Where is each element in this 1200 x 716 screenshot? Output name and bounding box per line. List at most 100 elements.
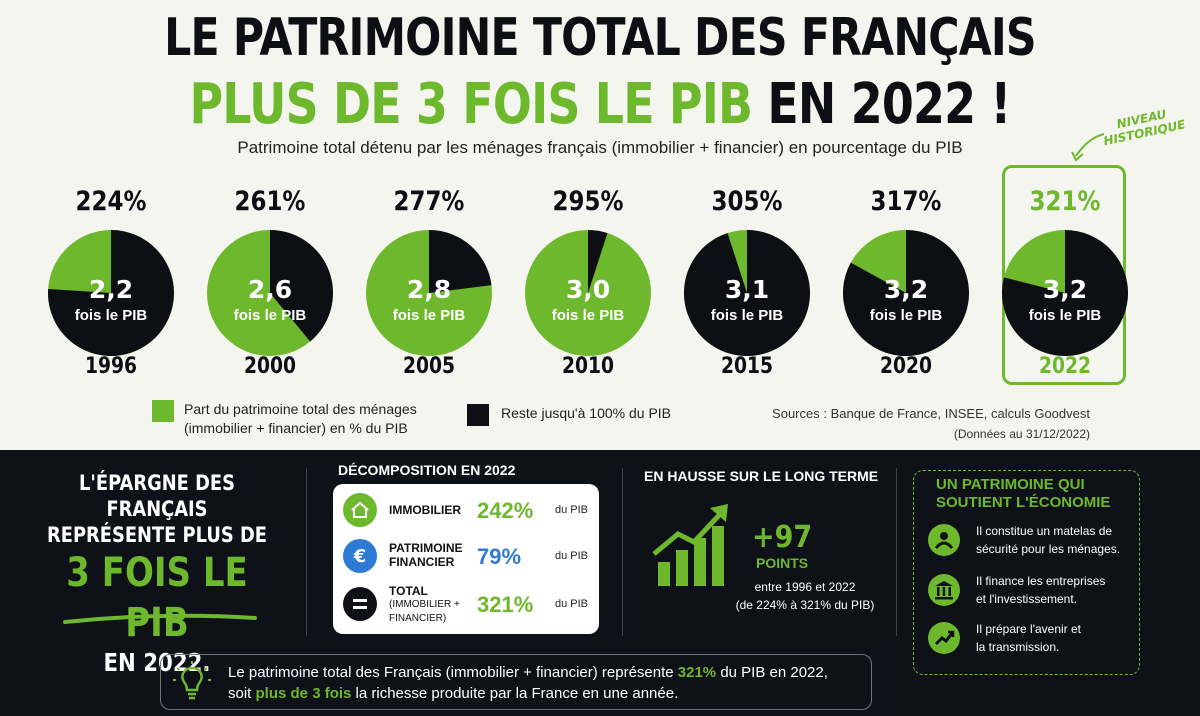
info-t5: plus de 3 fois <box>255 685 352 702</box>
pie-percent-label: 305% <box>712 185 783 216</box>
bank-icon <box>928 574 960 606</box>
decomp-label: IMMOBILIER <box>389 503 461 517</box>
long-term-value: +97 <box>752 520 813 555</box>
pie-times-label: 2,8 <box>407 275 451 304</box>
pie-chart-row: 224% 2,2 fois le PIB 1996 261% 2,6 fois le PIB… <box>47 185 1129 379</box>
pie-times-label: 3,2 <box>884 275 928 304</box>
pie-times-label: 3,2 <box>1043 275 1087 304</box>
decomp-label-line3: FINANCIER) <box>389 613 447 624</box>
decomp-row-financier: € PATRIMOINE FINANCIER 79% du PIB <box>343 536 593 576</box>
euro-icon: € <box>343 539 377 573</box>
economy-item-text: Il finance les entreprises et l'investis… <box>976 572 1136 608</box>
info-box <box>160 654 872 710</box>
pie-unit-label: fois le PIB <box>75 307 148 324</box>
underline-stroke-icon <box>63 613 257 624</box>
pie-unit-label: fois le PIB <box>711 307 784 324</box>
economy-item-2: Il finance les entreprises et l'investis… <box>928 572 1133 616</box>
economy-item-line1: Il finance les entreprises <box>976 574 1106 588</box>
main-title: LE PATRIMOINE TOTAL DES FRANÇAIS <box>164 8 1036 68</box>
decomposition-card: IMMOBILIER 242% du PIB € PATRIMOINE FINA… <box>333 484 599 634</box>
info-t6: la richesse produite par la France en un… <box>351 685 679 702</box>
decomp-value: 242% <box>477 498 534 523</box>
economy-item-line2: sécurité pour les ménages. <box>976 542 1121 556</box>
rising-bars-icon <box>652 504 728 586</box>
decomp-label-line1: TOTAL <box>389 584 428 598</box>
growth-icon <box>928 622 960 654</box>
decomp-label-line1: PATRIMOINE <box>389 541 463 555</box>
info-line2: soit plus de 3 fois la richesse produite… <box>228 683 868 704</box>
pie-percent-label: 317% <box>871 185 942 216</box>
pie-slice-dark <box>429 230 492 293</box>
economy-item-line2: et l'investissement. <box>976 592 1077 606</box>
economy-item-text: Il constitue un matelas de sécurité pour… <box>976 522 1136 558</box>
economy-title-line1: UN PATRIMOINE QUI <box>936 476 1085 493</box>
pie-year-label: 2020 <box>880 353 932 379</box>
decomp-label: TOTAL (IMMOBILIER + FINANCIER) <box>389 584 460 626</box>
equals-icon <box>343 587 377 621</box>
people-shield-icon <box>928 524 960 556</box>
pie-slice-dark <box>683 230 810 356</box>
legend-green-swatch <box>152 400 174 422</box>
pie-unit-label: fois le PIB <box>1029 307 1102 324</box>
lightbulb-icon <box>173 661 211 700</box>
legend-dark-swatch <box>467 404 489 426</box>
pie-slice-dark <box>588 230 608 293</box>
curved-arrow-icon <box>1071 133 1105 162</box>
pie-unit-label: fois le PIB <box>393 307 466 324</box>
decomp-row-immobilier: IMMOBILIER 242% du PIB <box>343 490 593 530</box>
economy-item-3: Il prépare l'avenir et la transmission. <box>928 620 1133 664</box>
pie-slice-dark <box>270 230 333 342</box>
decomp-label-line2: FINANCIER <box>389 555 455 569</box>
info-t4: soit <box>228 685 256 702</box>
decomp-label: PATRIMOINE FINANCIER <box>389 541 463 569</box>
pie-percent-label: 261% <box>235 185 306 216</box>
economy-item-1: Il constitue un matelas de sécurité pour… <box>928 522 1133 566</box>
separator-3 <box>896 468 897 636</box>
long-term-title: EN HAUSSE SUR LE LONG TERME <box>644 468 879 484</box>
economy-item-line1: Il constitue un matelas de <box>976 524 1113 538</box>
title-highlight: PLUS DE 3 FOIS LE PIB <box>189 72 753 137</box>
decomp-unit: du PIB <box>555 550 589 562</box>
pie-slice-dark <box>1002 230 1129 356</box>
legend-dark: Reste jusqu'à 100% du PIB <box>467 404 727 426</box>
sources-date: (Données au 31/12/2022) <box>953 427 1090 441</box>
pie-times-label: 3,0 <box>566 275 610 304</box>
decomposition-title: DÉCOMPOSITION EN 2022 <box>338 462 516 478</box>
savings-line1: L'ÉPARGNE DES FRANÇAIS <box>79 471 235 521</box>
pie-percent-label: 295% <box>553 185 624 216</box>
legend-dark-label: Reste jusqu'à 100% du PIB <box>501 405 672 421</box>
pie-year-label: 2000 <box>244 353 296 379</box>
decomp-value: 321% <box>477 592 534 617</box>
savings-headline: L'ÉPARGNE DES FRANÇAIS REPRÉSENTE PLUS D… <box>22 470 292 678</box>
chart-subtitle: Patrimoine total détenu par les ménages … <box>237 138 963 157</box>
title-year: EN 2022 ! <box>752 72 1011 137</box>
economy-item-line2: la transmission. <box>976 640 1060 654</box>
separator-2 <box>622 468 623 636</box>
house-icon <box>343 493 377 527</box>
pie-year-label: 1996 <box>85 353 137 379</box>
economy-title-line2: SOUTIENT L'ÉCONOMIE <box>936 494 1111 511</box>
pie-percent-label: 277% <box>394 185 465 216</box>
pie-unit-label: fois le PIB <box>552 307 625 324</box>
economy-support-box <box>913 470 1140 675</box>
pie-unit-label: fois le PIB <box>870 307 943 324</box>
savings-big: 3 FOIS LE PIB <box>66 550 248 646</box>
pie-percent-label: 321% <box>1030 185 1101 216</box>
pie-year-label: 2005 <box>403 353 455 379</box>
economy-item-line1: Il prépare l'avenir et <box>976 622 1082 636</box>
decomp-row-total: TOTAL (IMMOBILIER + FINANCIER) 321% du P… <box>343 584 593 624</box>
info-t3: du PIB en 2022, <box>716 664 828 681</box>
long-term-desc1: entre 1996 et 2022 <box>754 580 856 594</box>
decomp-value: 79% <box>477 544 522 569</box>
pie-unit-label: fois le PIB <box>234 307 307 324</box>
info-t2: 321% <box>677 664 717 681</box>
info-text: Le patrimoine total des Français (immobi… <box>228 662 868 704</box>
pie-year-label: 2010 <box>562 353 614 379</box>
long-term-points: POINTS <box>756 555 809 571</box>
pie-times-label: 2,2 <box>89 275 133 304</box>
legend-green: Part du patrimoine total des ménages (im… <box>152 400 452 438</box>
sources-line1: Sources : Banque de France, INSEE, calcu… <box>772 406 1090 421</box>
legend-green-line2: (immobilier + financier) en % du PIB <box>184 420 408 436</box>
pie-times-label: 3,1 <box>725 275 769 304</box>
pie-slice-dark <box>842 230 969 356</box>
